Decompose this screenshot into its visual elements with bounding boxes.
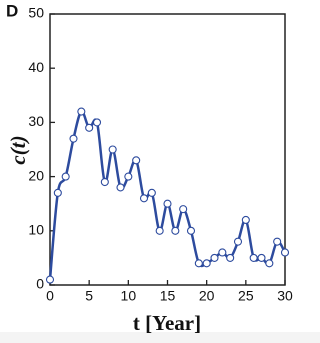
data-point [257,253,266,262]
data-point [273,237,282,246]
data-point [147,188,156,197]
data-point [92,118,102,127]
data-point [108,145,117,154]
data-point [132,156,141,165]
data-point [280,248,290,257]
y-tick-label: 20 [28,167,44,183]
data-point [45,275,55,284]
data-point [226,253,235,262]
data-point [218,248,227,257]
x-tick-label: 30 [277,288,293,304]
data-point [241,215,250,225]
data-line [48,110,287,280]
y-tick-label: 0 [36,276,44,292]
y-axis-title: c(t) [6,135,30,164]
data-point [53,188,62,197]
data-point [116,183,125,192]
data-point [194,259,203,268]
y-tick-label: 50 [28,5,44,21]
data-point [69,134,78,143]
y-tick-label: 30 [28,113,44,129]
x-tick-label: 15 [160,288,176,304]
panel-label: D [6,1,18,20]
data-point [265,259,274,268]
x-tick-label: 10 [121,288,137,304]
data-point [171,226,180,235]
data-point [155,226,164,235]
x-tick-label: 5 [85,288,93,304]
data-point [249,253,258,262]
data-point [61,172,70,181]
data-point [124,172,133,181]
data-point [77,107,86,116]
data-point [202,259,211,268]
data-point [233,237,243,246]
y-tick-label: 10 [28,222,44,238]
data-point [100,177,109,187]
data-point [85,123,94,132]
data-point [186,226,196,235]
data-point [139,194,149,203]
data-point [163,199,172,208]
bottom-band [0,332,320,343]
data-point [210,253,219,262]
y-tick-label: 40 [28,59,44,75]
x-tick-label: 20 [199,288,215,304]
x-tick-label: 0 [46,288,54,304]
data-point [179,205,188,214]
x-axis-title: t [Year] [133,311,201,335]
x-tick-label: 25 [238,288,254,304]
